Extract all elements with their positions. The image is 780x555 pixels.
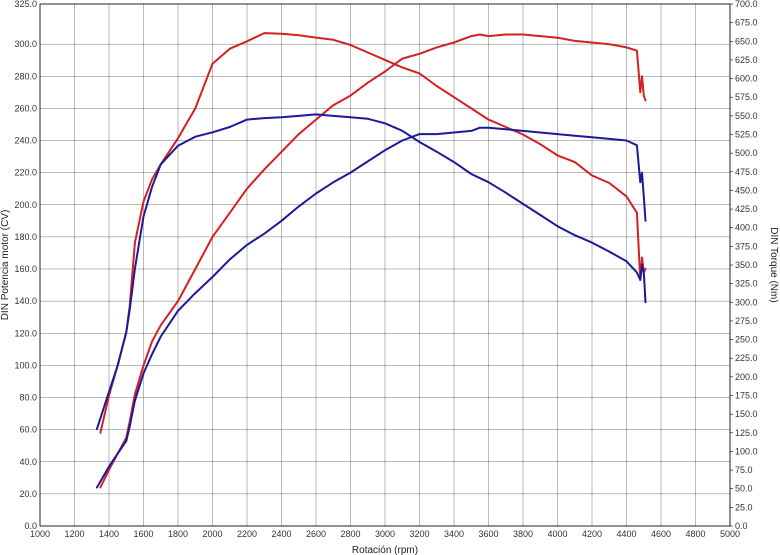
right-tick-label: 700.0 (735, 0, 758, 9)
x-axis-title: Rotación (rpm) (352, 545, 418, 555)
right-tick-label: 625.0 (735, 55, 758, 65)
x-tick-label: 2800 (340, 529, 360, 539)
x-tick-label: 1800 (168, 529, 188, 539)
x-tick-label: 5000 (720, 529, 740, 539)
right-tick-label: 400.0 (735, 223, 758, 233)
right-tick-label: 325.0 (735, 279, 758, 289)
left-axis-title: DIN Potencia motor (CV) (0, 210, 11, 321)
right-tick-label: 675.0 (735, 18, 758, 28)
left-tick-label: 180.0 (14, 232, 37, 242)
left-tick-label: 160.0 (14, 264, 37, 274)
x-tick-label: 2000 (202, 529, 222, 539)
left-tick-label: 300.0 (14, 39, 37, 49)
x-tick-label: 4000 (547, 529, 567, 539)
left-tick-label: 20.0 (19, 489, 37, 499)
right-tick-label: 275.0 (735, 316, 758, 326)
left-tick-label: 280.0 (14, 71, 37, 81)
left-tick-label: 325.0 (14, 0, 37, 9)
x-tick-label: 2600 (306, 529, 326, 539)
right-tick-label: 350.0 (735, 260, 758, 270)
grid (39, 3, 731, 527)
x-tick-label: 4600 (651, 529, 671, 539)
right-tick-label: 425.0 (735, 204, 758, 214)
right-tick-label: 50.0 (735, 484, 753, 494)
right-tick-label: 500.0 (735, 148, 758, 158)
x-tick-label: 4800 (685, 529, 705, 539)
right-tick-label: 225.0 (735, 353, 758, 363)
x-tick-label: 3400 (444, 529, 464, 539)
left-tick-label: 260.0 (14, 103, 37, 113)
x-tick-label: 4200 (582, 529, 602, 539)
x-tick-label: 2400 (271, 529, 291, 539)
right-tick-label: 575.0 (735, 92, 758, 102)
right-tick-label: 150.0 (735, 409, 758, 419)
left-tick-label: 40.0 (19, 457, 37, 467)
series-line-red-left (99, 33, 647, 489)
right-tick-label: 25.0 (735, 502, 753, 512)
left-tick-label: 200.0 (14, 200, 37, 210)
series-line-blue-left (95, 126, 647, 489)
right-tick-label: 475.0 (735, 167, 758, 177)
x-axis-ticks: 1000 1200 1400 1600 1800 2000 2200 2400 2600 2800… (30, 529, 740, 539)
x-tick-label: 4400 (616, 529, 636, 539)
right-tick-label: 250.0 (735, 335, 758, 345)
right-tick-label: 375.0 (735, 241, 758, 251)
left-tick-label: 220.0 (14, 168, 37, 178)
right-tick-label: 525.0 (735, 130, 758, 140)
right-tick-label: 600.0 (735, 74, 758, 84)
right-tick-label: 650.0 (735, 36, 758, 46)
right-tick-label: 100.0 (735, 446, 758, 456)
left-tick-label: 0.0 (24, 521, 37, 531)
right-tick-label: 0.0 (735, 521, 748, 531)
left-tick-label: 60.0 (19, 425, 37, 435)
x-tick-label: 1600 (133, 529, 153, 539)
left-tick-label: 100.0 (14, 360, 37, 370)
series-group (95, 32, 647, 489)
x-tick-label: 2200 (237, 529, 257, 539)
right-axis-ticks: 0.0 25.0 50.0 75.0 100.0 125.0 150.0 175.0 200.0… (730, 0, 758, 531)
x-tick-label: 3200 (409, 529, 429, 539)
left-axis-ticks: 0.0 20.0 40.0 60.0 80.0 100.0 120.0 140.0 160.0 1… (14, 0, 37, 531)
left-tick-label: 80.0 (19, 393, 37, 403)
x-tick-label: 3000 (375, 529, 395, 539)
right-tick-label: 450.0 (735, 185, 758, 195)
right-tick-label: 75.0 (735, 465, 753, 475)
series-line-red-right (99, 32, 647, 434)
right-tick-label: 200.0 (735, 372, 758, 382)
left-tick-label: 140.0 (14, 296, 37, 306)
right-tick-label: 550.0 (735, 111, 758, 121)
left-tick-label: 240.0 (14, 136, 37, 146)
left-tick-label: 120.0 (14, 328, 37, 338)
x-tick-label: 1200 (64, 529, 84, 539)
x-tick-label: 1000 (30, 529, 50, 539)
series-line-blue-right (95, 113, 647, 431)
x-tick-label: 3800 (513, 529, 533, 539)
right-tick-label: 175.0 (735, 391, 758, 401)
right-axis-title: DIN Torque (Nm) (768, 227, 779, 302)
right-tick-label: 125.0 (735, 428, 758, 438)
x-tick-label: 1400 (99, 529, 119, 539)
x-tick-label: 3600 (478, 529, 498, 539)
right-tick-label: 300.0 (735, 297, 758, 307)
